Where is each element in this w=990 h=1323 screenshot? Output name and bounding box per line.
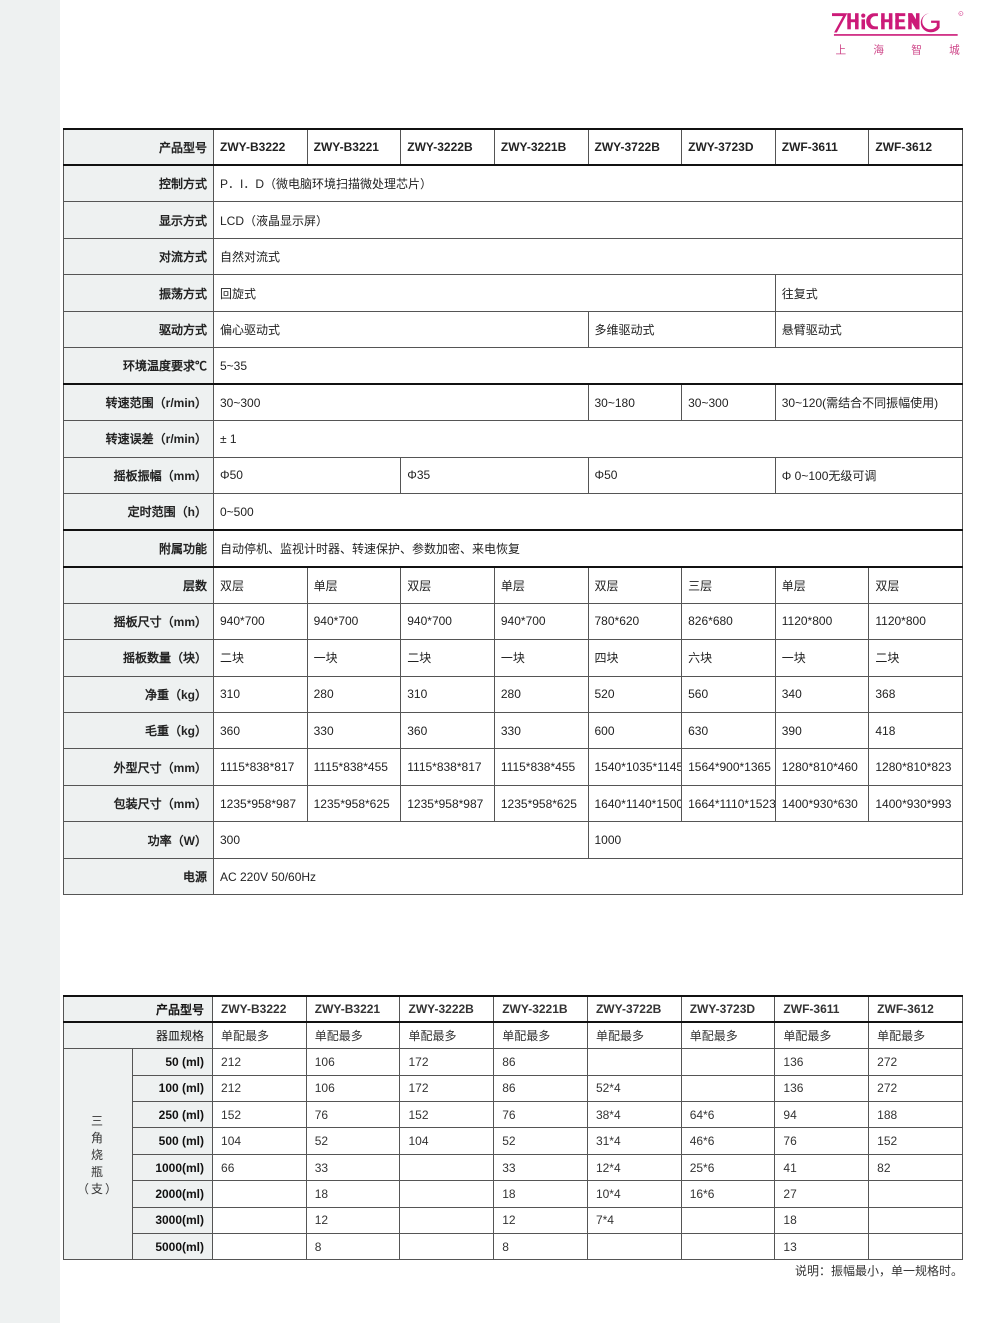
svg-text:上: 上: [836, 44, 847, 56]
svg-text:智: 智: [911, 43, 922, 56]
svg-text:海: 海: [873, 43, 884, 56]
svg-text:R: R: [960, 13, 962, 15]
svg-text:城: 城: [949, 44, 960, 56]
